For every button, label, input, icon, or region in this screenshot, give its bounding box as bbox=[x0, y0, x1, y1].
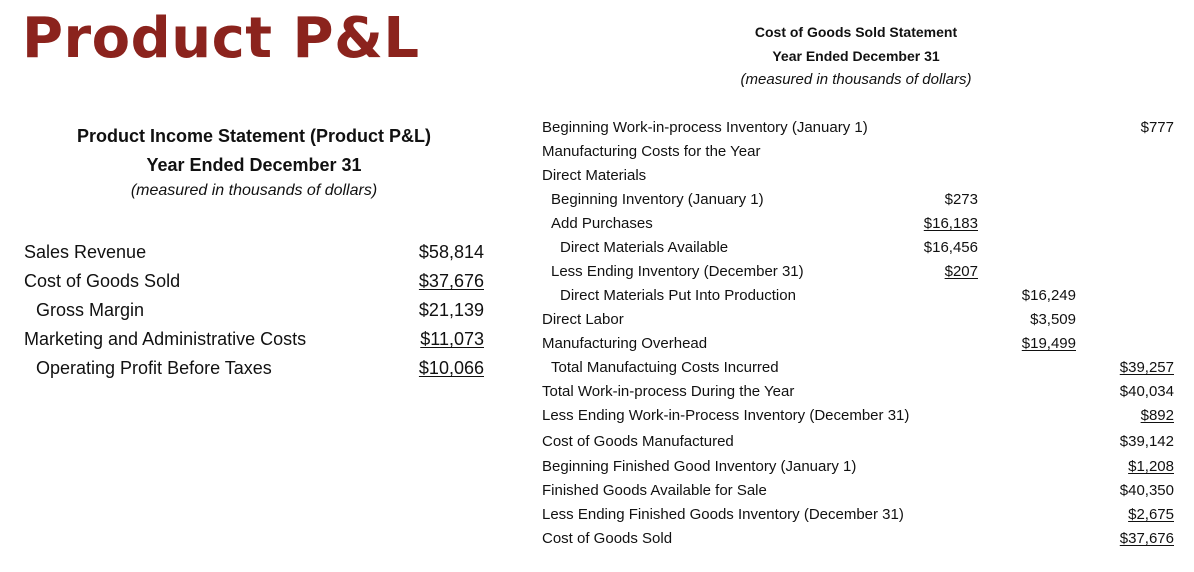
cogs-row-amount: $207 bbox=[944, 263, 978, 280]
cogs-row-label: Beginning Work-in-process Inventory (Jan… bbox=[542, 119, 868, 136]
cogs-row-label: Direct Materials Put Into Production bbox=[560, 287, 796, 304]
income-row-label: Marketing and Administrative Costs bbox=[24, 329, 307, 349]
cogs-row-label: Manufacturing Costs for the Year bbox=[542, 143, 761, 160]
cogs-row-label: Beginning Inventory (January 1) bbox=[551, 191, 764, 208]
cogs-row: Manufacturing Overhead $19,499 bbox=[542, 335, 1174, 357]
cogs-row: Direct Labor $3,509 bbox=[542, 311, 1174, 333]
cogs-row-amount: $1,208 bbox=[1128, 458, 1174, 475]
cogs-row-amount: $39,142 bbox=[1119, 433, 1174, 450]
cogs-row-amount: $16,456 bbox=[923, 239, 978, 256]
income-row-label: Cost of Goods Sold bbox=[24, 271, 181, 291]
income-row-amount: $11,073 bbox=[420, 329, 484, 349]
income-row: Gross Margin $21,139 bbox=[24, 300, 484, 328]
cogs-row-label: Less Ending Work-in-Process Inventory (D… bbox=[542, 407, 910, 424]
cogs-row-label: Direct Labor bbox=[542, 311, 624, 328]
cogs-statement-heading: Cost of Goods Sold Statement bbox=[754, 24, 958, 40]
cogs-row-label: Less Ending Finished Goods Inventory (De… bbox=[542, 506, 904, 523]
cogs-row-label: Cost of Goods Manufactured bbox=[542, 433, 734, 450]
cogs-row: Total Work-in-process During the Year $40… bbox=[542, 383, 1174, 405]
cogs-row-amount: $892 bbox=[1140, 407, 1174, 424]
cogs-row: Beginning Finished Good Inventory (Janua… bbox=[542, 458, 1174, 480]
cogs-row-label: Direct Materials bbox=[542, 167, 647, 184]
cogs-row: Direct Materials bbox=[542, 167, 1174, 189]
cogs-row-amount: $40,350 bbox=[1119, 482, 1174, 499]
cogs-row: Less Ending Work-in-Process Inventory (D… bbox=[542, 407, 1174, 429]
cogs-row: Less Ending Finished Goods Inventory (De… bbox=[542, 506, 1174, 528]
cogs-row-amount: $37,676 bbox=[1119, 530, 1174, 547]
cogs-row: Beginning Work-in-process Inventory (Jan… bbox=[542, 119, 1174, 141]
cogs-row: Manufacturing Costs for the Year bbox=[542, 143, 1174, 165]
cogs-row-label: Finished Goods Available for Sale bbox=[542, 482, 767, 499]
income-row: Cost of Goods Sold $37,676 bbox=[24, 271, 484, 299]
cogs-row-label: Direct Materials Available bbox=[560, 239, 729, 256]
cogs-row-label: Total Work-in-process During the Year bbox=[542, 383, 795, 400]
income-row-label: Operating Profit Before Taxes bbox=[36, 358, 272, 378]
cogs-row: Direct Materials Put Into Production $16,… bbox=[542, 287, 1174, 309]
cogs-row: Less Ending Inventory (December 31) $207 bbox=[542, 263, 1174, 285]
cogs-row-amount: $3,509 bbox=[1030, 311, 1076, 328]
cogs-row-label: Total Manufactuing Costs Incurred bbox=[551, 359, 779, 376]
income-row: Operating Profit Before Taxes $10,066 bbox=[24, 358, 484, 386]
income-row-amount: $10,066 bbox=[418, 358, 484, 378]
income-statement-period: Year Ended December 31 bbox=[146, 155, 362, 175]
cogs-row-amount: $16,183 bbox=[923, 215, 978, 232]
cogs-row-amount: $19,499 bbox=[1021, 335, 1076, 352]
income-row-label: Gross Margin bbox=[36, 300, 145, 320]
cogs-row-amount: $2,675 bbox=[1128, 506, 1174, 523]
income-row: Marketing and Administrative Costs $11,07… bbox=[24, 329, 484, 357]
cogs-row: Add Purchases $16,183 bbox=[542, 215, 1174, 237]
cogs-statement-period: Year Ended December 31 bbox=[772, 48, 940, 64]
cogs-row: Total Manufactuing Costs Incurred $39,257 bbox=[542, 359, 1174, 381]
page-title: Product P&L bbox=[22, 6, 420, 71]
cogs-row-label: Less Ending Inventory (December 31) bbox=[551, 263, 804, 280]
cogs-row: Finished Goods Available for Sale $40,350 bbox=[542, 482, 1174, 504]
income-row-amount: $21,139 bbox=[418, 300, 484, 320]
cogs-row-label: Add Purchases bbox=[551, 215, 653, 232]
income-row-amount: $37,676 bbox=[418, 271, 484, 291]
cogs-row: Beginning Inventory (January 1) $273 bbox=[542, 191, 1174, 213]
cogs-row-label: Cost of Goods Sold bbox=[542, 530, 673, 547]
cogs-row-amount: $273 bbox=[944, 191, 978, 208]
cogs-row: Cost of Goods Sold $37,676 bbox=[542, 530, 1174, 552]
cogs-row-amount: $40,034 bbox=[1119, 383, 1174, 400]
cogs-row-label: Beginning Finished Good Inventory (Janua… bbox=[542, 458, 857, 475]
cogs-statement-units: (measured in thousands of dollars) bbox=[740, 71, 972, 88]
income-statement-heading: Product Income Statement (Product P&L) bbox=[76, 126, 432, 146]
cogs-row-amount: $777 bbox=[1140, 119, 1174, 136]
cogs-row-amount: $39,257 bbox=[1119, 359, 1174, 376]
income-row-amount: $58,814 bbox=[418, 242, 484, 262]
cogs-row: Direct Materials Available $16,456 bbox=[542, 239, 1174, 261]
cogs-row: Cost of Goods Manufactured $39,142 bbox=[542, 433, 1174, 455]
income-row-label: Sales Revenue bbox=[24, 242, 147, 262]
cogs-row-amount: $16,249 bbox=[1021, 287, 1076, 304]
cogs-row-label: Manufacturing Overhead bbox=[542, 335, 708, 352]
income-statement-units: (measured in thousands of dollars) bbox=[130, 182, 378, 199]
income-row: Sales Revenue $58,814 bbox=[24, 242, 484, 270]
